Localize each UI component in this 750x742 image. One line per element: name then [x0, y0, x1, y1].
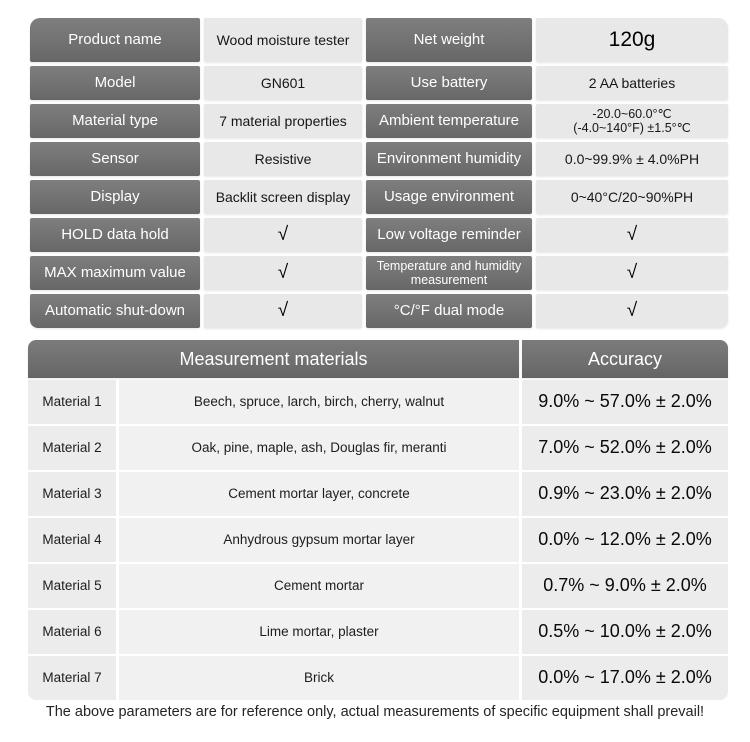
- material-label: Material 3: [28, 472, 116, 516]
- checkmark-value: √: [536, 294, 728, 328]
- material-list: Oak, pine, maple, ash, Douglas fir, mera…: [119, 426, 519, 470]
- spec-label: Environment humidity: [366, 142, 532, 176]
- spec-value: 120g: [536, 18, 728, 62]
- spec-value: Wood moisture tester: [204, 18, 362, 62]
- checkmark-value: √: [536, 256, 728, 290]
- spec-value: 0~40°C/20~90%PH: [536, 180, 728, 214]
- material-accuracy: 7.0% ~ 52.0% ± 2.0%: [522, 426, 728, 470]
- material-accuracy: 9.0% ~ 57.0% ± 2.0%: [522, 380, 728, 424]
- material-accuracy: 0.0% ~ 12.0% ± 2.0%: [522, 518, 728, 562]
- material-label: Material 6: [28, 610, 116, 654]
- material-label: Material 2: [28, 426, 116, 470]
- spec-value: 2 AA batteries: [536, 66, 728, 100]
- material-list: Cement mortar: [119, 564, 519, 608]
- spec-label: Ambient temperature: [366, 104, 532, 138]
- spec-label: Automatic shut-down: [30, 294, 200, 328]
- checkmark-value: √: [204, 294, 362, 328]
- spec-label: Usage environment: [366, 180, 532, 214]
- checkmark-value: √: [204, 256, 362, 290]
- spec-label: MAX maximum value: [30, 256, 200, 290]
- spec-value: -20.0~60.0°℃ (-4.0~140°F) ±1.5°℃: [536, 104, 728, 138]
- spec-value: 7 material properties: [204, 104, 362, 138]
- material-label: Material 5: [28, 564, 116, 608]
- footer-note: The above parameters are for reference o…: [45, 704, 705, 720]
- material-list: Brick: [119, 656, 519, 700]
- spec-label: Temperature and humidity measurement: [366, 256, 532, 290]
- accuracy-header: Accuracy: [522, 340, 728, 378]
- spec-value: Backlit screen display: [204, 180, 362, 214]
- spec-label: Product name: [30, 18, 200, 62]
- material-accuracy: 0.0% ~ 17.0% ± 2.0%: [522, 656, 728, 700]
- spec-value: Resistive: [204, 142, 362, 176]
- spec-label: Model: [30, 66, 200, 100]
- spec-label: °C/°F dual mode: [366, 294, 532, 328]
- material-list: Anhydrous gypsum mortar layer: [119, 518, 519, 562]
- material-list: Cement mortar layer, concrete: [119, 472, 519, 516]
- materials-table: Measurement materials Accuracy Material …: [28, 340, 728, 700]
- spec-value: GN601: [204, 66, 362, 100]
- material-list: Beech, spruce, larch, birch, cherry, wal…: [119, 380, 519, 424]
- material-accuracy: 0.5% ~ 10.0% ± 2.0%: [522, 610, 728, 654]
- checkmark-value: √: [204, 218, 362, 252]
- checkmark-value: √: [536, 218, 728, 252]
- spec-table: Product name Wood moisture tester Net we…: [30, 18, 728, 328]
- spec-label: Sensor: [30, 142, 200, 176]
- material-accuracy: 0.7% ~ 9.0% ± 2.0%: [522, 564, 728, 608]
- material-label: Material 1: [28, 380, 116, 424]
- material-label: Material 4: [28, 518, 116, 562]
- materials-header: Measurement materials: [28, 340, 519, 378]
- spec-label: Low voltage reminder: [366, 218, 532, 252]
- spec-label: Net weight: [366, 18, 532, 62]
- spec-label: Material type: [30, 104, 200, 138]
- spec-value: 0.0~99.9% ± 4.0%PH: [536, 142, 728, 176]
- material-list: Lime mortar, plaster: [119, 610, 519, 654]
- material-accuracy: 0.9% ~ 23.0% ± 2.0%: [522, 472, 728, 516]
- material-label: Material 7: [28, 656, 116, 700]
- spec-label: Use battery: [366, 66, 532, 100]
- spec-label: Display: [30, 180, 200, 214]
- spec-label: HOLD data hold: [30, 218, 200, 252]
